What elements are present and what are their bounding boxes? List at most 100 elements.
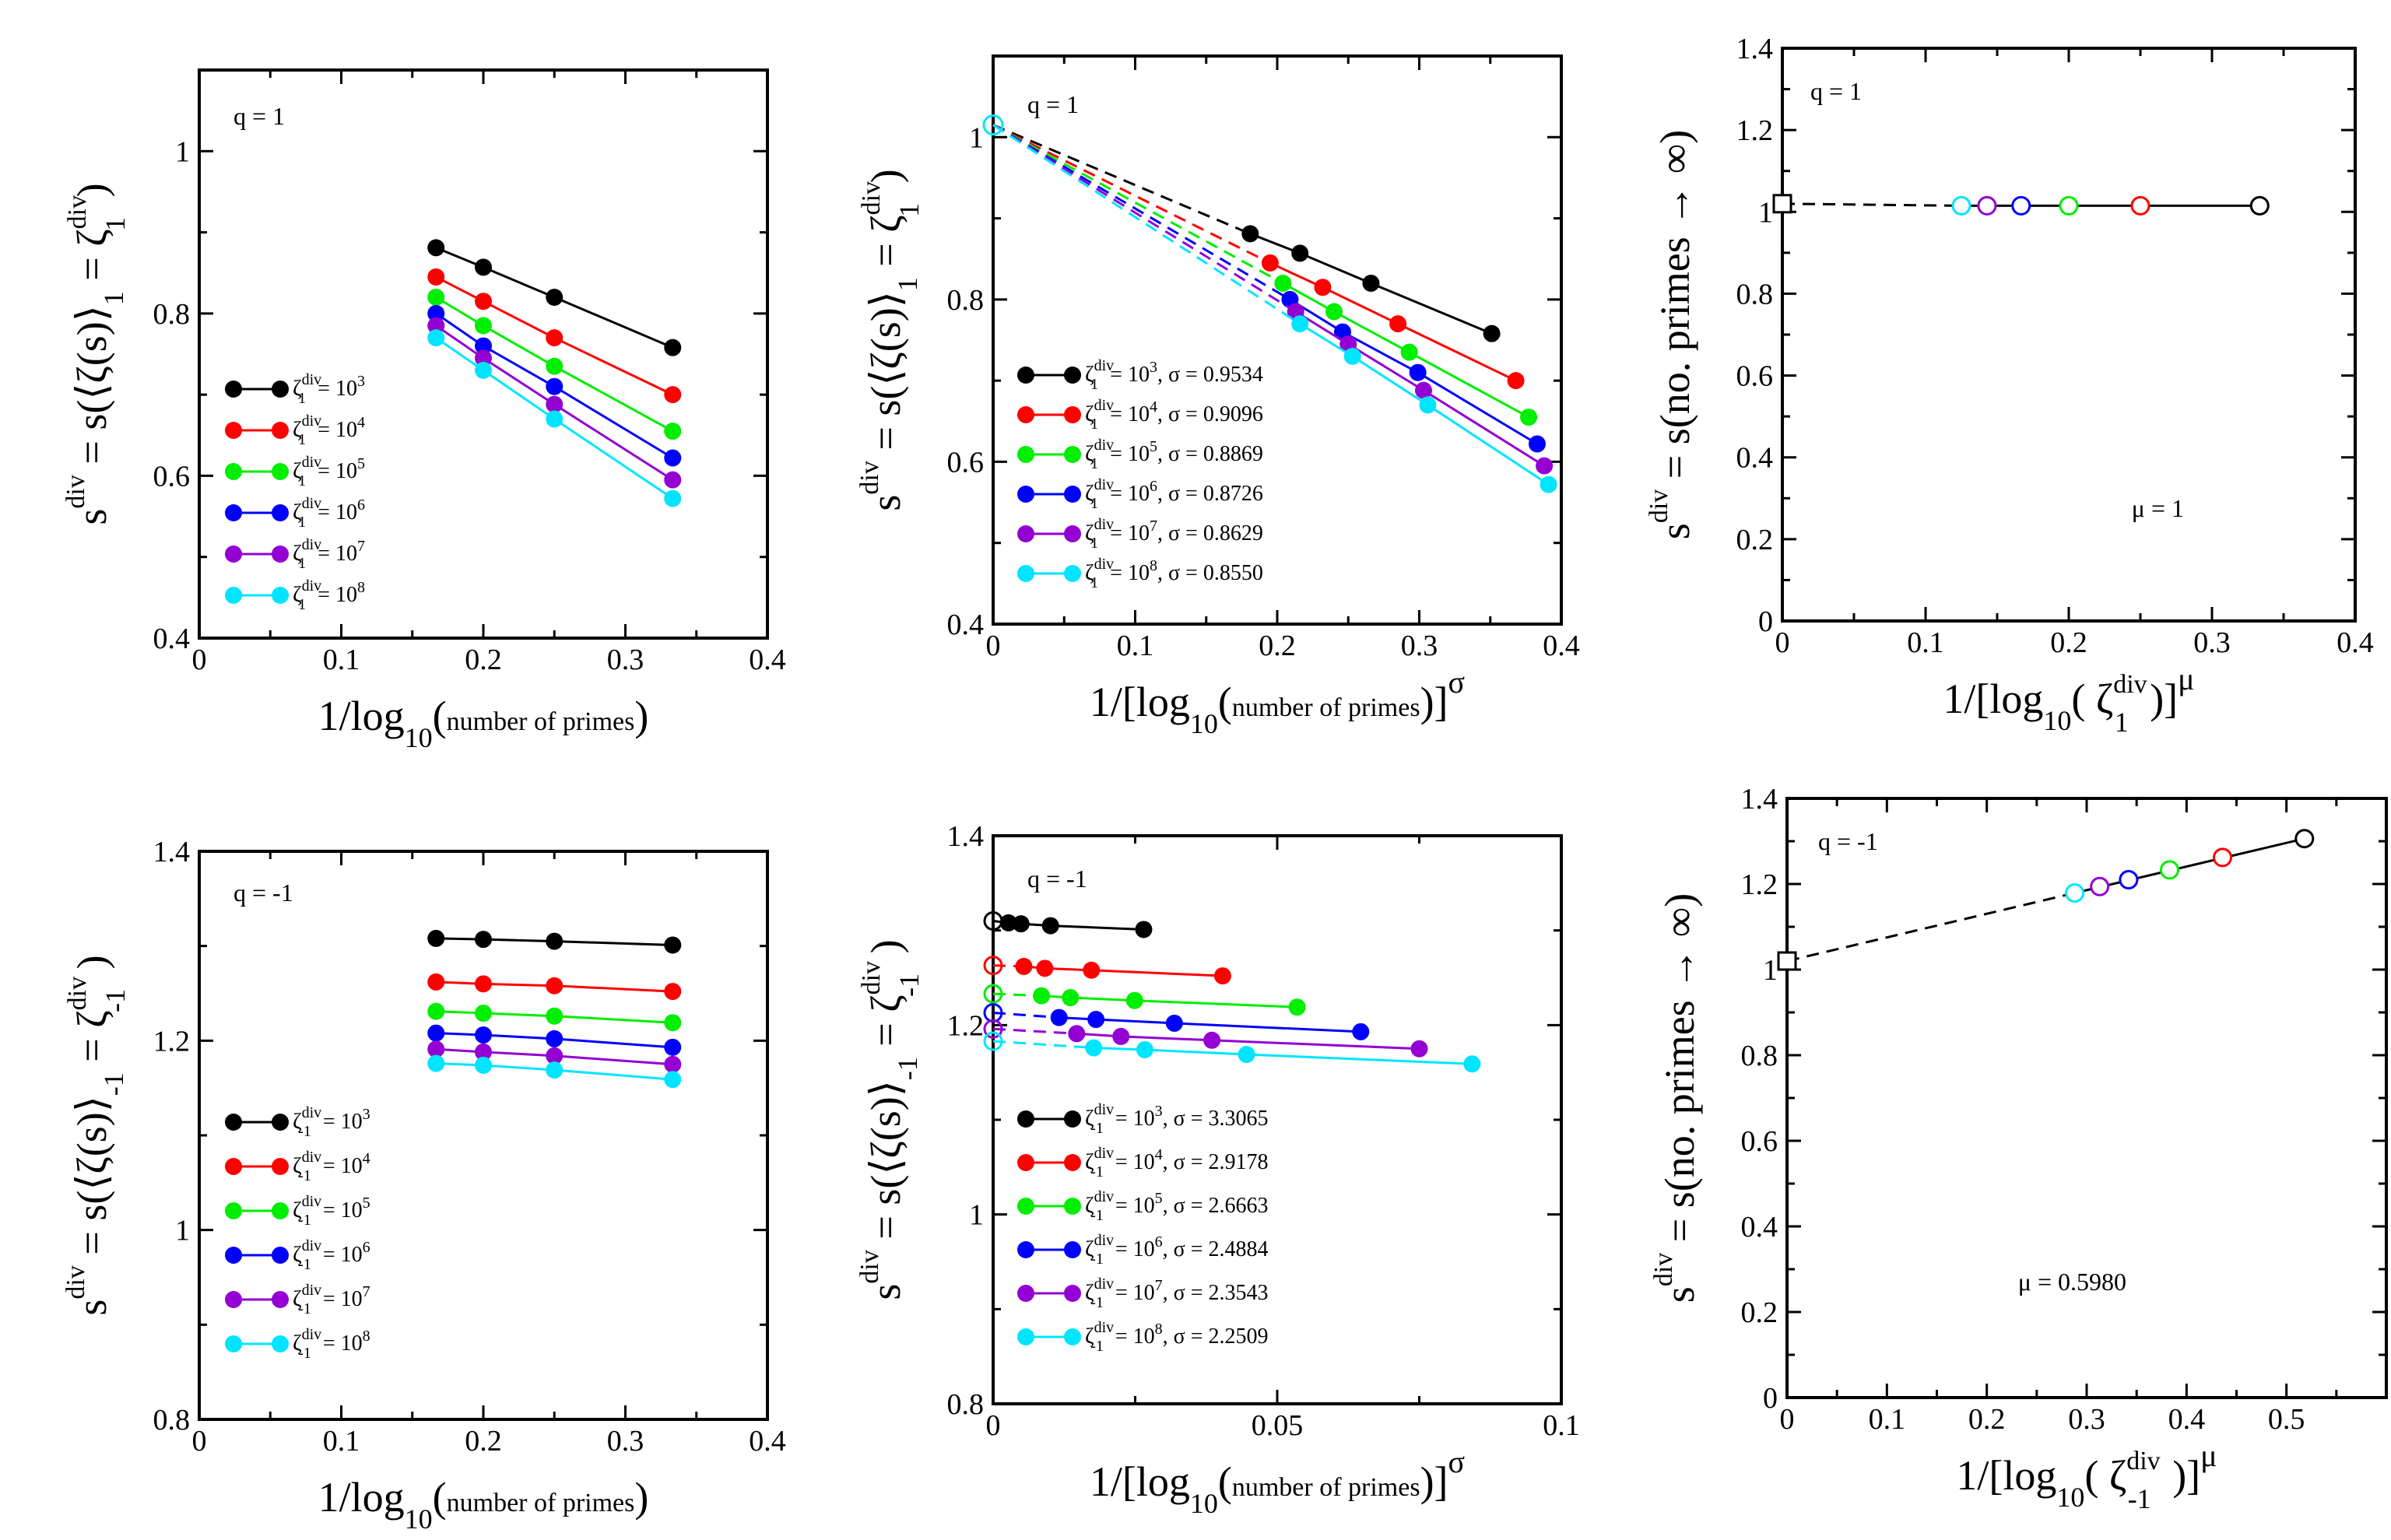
legend-sup: div <box>1094 516 1115 533</box>
legend-zeta: ζ <box>1085 1237 1094 1261</box>
x-axis-label: 1/[log10( ζdiv 1 )]μ <box>1943 661 2194 738</box>
series-line <box>436 1010 673 1024</box>
data-point <box>546 410 564 428</box>
ylabel-eq2-sup: div <box>857 961 886 995</box>
xlabel-main: 1/log <box>318 693 405 739</box>
data-point <box>1213 967 1231 985</box>
data-point <box>1203 1031 1221 1049</box>
legend-marker <box>272 1158 289 1175</box>
legend-marker <box>272 545 289 563</box>
data-point <box>475 975 492 993</box>
legend-entry: ζdiv 1 = 103, σ = 0.9534 <box>1085 357 1263 393</box>
legend-value: = 10 <box>312 542 357 566</box>
extrapolation-line <box>992 124 1284 285</box>
legend-sigma: , σ = 0.9534 <box>1157 363 1263 387</box>
legend-zeta: ζ <box>293 500 302 524</box>
panel-annotation: q = -1 <box>233 879 293 907</box>
legend-marker <box>1017 406 1034 423</box>
legend-zeta: ζ <box>293 1110 302 1134</box>
data-point <box>664 983 682 1001</box>
legend-entry: ζdiv 1 = 104 <box>293 412 365 448</box>
legend-marker <box>272 1202 289 1219</box>
data-point <box>546 377 564 395</box>
legend-marker <box>1017 1110 1034 1128</box>
legend-exp: 3 <box>1150 359 1157 376</box>
legend-zeta: ζ <box>1085 521 1094 545</box>
legend-exp: 7 <box>1155 1277 1163 1294</box>
legend-sup: div <box>1094 1145 1115 1162</box>
y-tick-label: 1 <box>1763 954 1778 987</box>
x-tick-label: 0 <box>986 1409 1001 1442</box>
legend-value: = 10 <box>1104 482 1150 506</box>
data-point <box>2294 829 2315 849</box>
ylabel-eq2-sub: 1 <box>894 203 925 217</box>
data-point <box>1083 961 1101 979</box>
legend-marker <box>1017 565 1034 582</box>
legend-value: = 10 <box>318 1243 363 1267</box>
data-point <box>1050 1009 1068 1026</box>
data-point <box>664 339 682 356</box>
data-point <box>1951 195 1971 216</box>
xlabel-close: ) <box>634 693 648 739</box>
ylabel-close: ) <box>862 939 909 963</box>
xlabel-main: 1/[log <box>1956 1452 2056 1499</box>
data-point <box>1419 396 1437 414</box>
legend-sigma: , σ = 0.8726 <box>1157 482 1263 506</box>
legend-value: = 10 <box>318 1331 363 1356</box>
legend-zeta: ζ <box>293 583 302 607</box>
xlabel-paren: ( <box>433 693 447 739</box>
x-tick-label: 0.4 <box>749 644 786 676</box>
legend-entry: ζdiv -1 = 104, σ = 2.9178 <box>1085 1145 1269 1180</box>
legend-sub: 1 <box>1090 574 1098 591</box>
y-tick-label: 1 <box>175 135 190 168</box>
x-tick-label: 0.1 <box>1543 1409 1580 1442</box>
data-point <box>546 1007 564 1025</box>
ylabel-sup: div <box>61 475 90 508</box>
legend-sigma: , σ = 2.2509 <box>1163 1324 1269 1349</box>
legend-sub: 1 <box>298 555 306 572</box>
data-point <box>1410 1040 1428 1058</box>
legend-entry: ζdiv -1 = 106 <box>293 1237 370 1273</box>
data-point <box>427 929 445 947</box>
ylabel-main: s <box>1656 1286 1703 1303</box>
data-point <box>2011 195 2031 216</box>
y-tick-label: 0 <box>1763 1382 1778 1415</box>
plot-frame <box>1781 47 2357 623</box>
data-point <box>1062 989 1080 1007</box>
legend-zeta: ζ <box>293 459 302 483</box>
series-line <box>1294 310 1545 467</box>
legend-sup: div <box>1094 556 1115 573</box>
legend-sup: div <box>302 536 322 553</box>
xlabel-sup: σ <box>1448 1444 1466 1479</box>
data-point <box>1112 1027 1130 1045</box>
data-point <box>475 337 492 355</box>
xlabel-close: ) <box>634 1474 648 1521</box>
data-point <box>1087 1011 1105 1029</box>
legend-value: = 10 <box>318 1198 363 1223</box>
series-line <box>1094 1047 1473 1065</box>
data-point <box>664 471 682 489</box>
data-point <box>475 293 492 310</box>
legend-marker <box>1064 367 1081 384</box>
data-point <box>1135 921 1153 938</box>
legend-zeta: ζ <box>1085 442 1094 466</box>
series-line <box>1023 965 1223 977</box>
legend-sigma: , σ = 0.8629 <box>1157 521 1263 545</box>
legend-marker <box>272 381 289 398</box>
legend-marker <box>272 1291 289 1308</box>
x-tick-label: 0.1 <box>323 644 360 676</box>
legend-sup: div <box>1094 1188 1115 1205</box>
panel-bottom-right: 0 0.1 0.2 0.3 0.4 0.5 0 0.2 0.4 0.6 0.8 1 1.2 1.4 q = … <box>1649 783 2388 1514</box>
xlabel-small: number of primes <box>1232 1473 1420 1502</box>
legend-marker <box>225 422 242 439</box>
y-tick-label: 0.6 <box>1736 360 1774 393</box>
fit-line <box>2074 837 2305 895</box>
legend-sub: -1 <box>298 1212 311 1229</box>
legend-value: = 10 <box>312 500 357 524</box>
series-line <box>435 336 674 500</box>
legend-entry: ζdiv -1 = 108, σ = 2.2509 <box>1085 1319 1269 1355</box>
ylabel-eq2-sub: 1 <box>100 217 131 231</box>
legend-sup: div <box>1094 476 1115 493</box>
ylabel-eq2: = ζ <box>862 215 909 277</box>
legend-exp: 7 <box>363 1283 370 1300</box>
